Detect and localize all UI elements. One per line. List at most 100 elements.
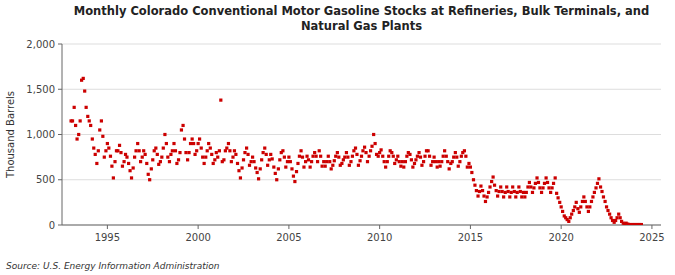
- point: [304, 160, 307, 163]
- point: [504, 191, 507, 194]
- point: [593, 191, 596, 194]
- point: [491, 175, 494, 178]
- point: [200, 146, 203, 149]
- point: [263, 146, 266, 149]
- point: [499, 185, 502, 188]
- point: [433, 156, 436, 159]
- point: [617, 213, 620, 216]
- point: [374, 142, 377, 145]
- point: [475, 189, 478, 192]
- point: [516, 191, 519, 194]
- point: [497, 190, 500, 193]
- point: [370, 145, 373, 148]
- x-tick: [379, 225, 380, 229]
- point: [458, 160, 461, 163]
- point: [588, 205, 591, 208]
- point: [608, 213, 611, 216]
- point: [473, 184, 476, 187]
- y-axis-label: Thousand Barrels: [5, 91, 16, 179]
- y-tick: [58, 225, 62, 226]
- source-note: Source: U.S. Energy Information Administ…: [6, 261, 220, 271]
- point: [354, 146, 357, 149]
- point: [576, 207, 579, 210]
- point: [133, 156, 136, 159]
- point: [438, 165, 441, 168]
- point: [369, 149, 372, 152]
- point: [262, 151, 265, 154]
- point: [445, 155, 448, 158]
- x-tick-label: 2000: [185, 232, 210, 243]
- point: [272, 165, 275, 168]
- point: [307, 158, 310, 161]
- points: [69, 77, 643, 225]
- point: [345, 151, 348, 154]
- point: [168, 160, 171, 163]
- point: [141, 156, 144, 159]
- point: [107, 146, 110, 149]
- point: [110, 165, 113, 168]
- point: [505, 185, 508, 188]
- point: [245, 146, 248, 149]
- x-tick-label: 2010: [367, 232, 392, 243]
- point: [322, 160, 325, 163]
- point: [160, 156, 163, 159]
- y-tick: [58, 89, 62, 90]
- point: [275, 178, 278, 181]
- y-tick: [58, 134, 62, 135]
- point: [395, 158, 398, 161]
- point: [91, 137, 94, 140]
- point: [257, 177, 260, 180]
- point: [207, 142, 210, 145]
- point: [277, 167, 280, 170]
- point: [390, 151, 393, 154]
- point: [313, 151, 316, 154]
- point: [192, 142, 195, 145]
- point: [640, 223, 643, 225]
- point: [478, 190, 481, 193]
- point: [466, 165, 469, 168]
- y-axis: 05001,0001,5002,000: [26, 39, 661, 231]
- point: [174, 149, 177, 152]
- point: [567, 220, 570, 223]
- point: [522, 191, 525, 194]
- title: Monthly Colorado Conventional Motor Gaso…: [74, 4, 649, 33]
- point: [455, 156, 458, 159]
- x-tick-label: 2005: [276, 232, 301, 243]
- point: [156, 153, 159, 156]
- point: [377, 155, 380, 158]
- point: [469, 165, 472, 168]
- point: [178, 151, 181, 154]
- point: [239, 176, 242, 179]
- point: [144, 153, 147, 156]
- x-axis-line: [62, 225, 661, 226]
- point: [538, 186, 541, 189]
- point: [151, 158, 154, 161]
- point: [101, 135, 104, 138]
- point: [75, 137, 78, 140]
- point: [112, 176, 115, 179]
- point: [537, 181, 540, 184]
- point: [405, 155, 408, 158]
- point: [452, 156, 455, 159]
- point: [122, 160, 125, 163]
- point: [203, 162, 206, 165]
- point: [125, 156, 128, 159]
- point: [184, 151, 187, 154]
- point: [463, 149, 466, 152]
- point: [546, 181, 549, 184]
- point: [198, 137, 201, 140]
- point: [298, 155, 301, 158]
- y-tick: [58, 44, 62, 45]
- point: [555, 192, 558, 195]
- point: [514, 195, 517, 198]
- point: [615, 216, 618, 219]
- point: [454, 151, 457, 154]
- point: [602, 195, 605, 198]
- point: [252, 160, 255, 163]
- point: [476, 194, 479, 197]
- point: [451, 160, 454, 163]
- point: [301, 156, 304, 159]
- point: [266, 164, 269, 167]
- x-tick: [288, 225, 289, 229]
- point: [495, 189, 498, 192]
